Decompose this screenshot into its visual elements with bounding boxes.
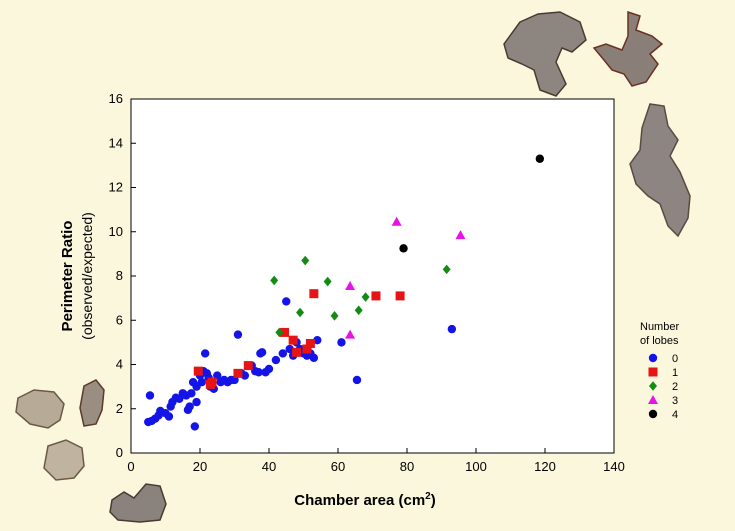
x-axis: 0 20 40 60 80 100 120 140 [127,448,625,474]
data-point-lobes-2 [301,255,310,266]
data-points [144,154,545,431]
data-point-lobes-0 [240,371,250,380]
data-point-lobes-3 [345,280,356,290]
x-tick-label: 80 [400,459,414,474]
y-tick-label: 2 [116,401,123,416]
data-point-lobes-0 [200,349,210,358]
data-point-lobes-0 [185,402,194,411]
y-tick-label: 16 [109,91,123,106]
data-point-lobes-2 [323,276,332,287]
data-point-lobes-0 [190,422,200,431]
y-tick-label: 6 [116,312,123,327]
x-axis-title: Chamber area (cm2) [294,491,435,509]
data-point-lobes-2 [275,327,284,338]
legend: Number of lobes 0 1 2 3 4 [640,321,679,421]
data-point-lobes-1 [305,338,315,348]
y-tick-label: 4 [116,357,123,372]
specimen-image-left-1 [15,389,65,429]
data-point-lobes-0 [257,348,267,357]
legend-label-0: 0 [672,353,678,365]
data-point-lobes-0 [337,338,346,347]
y-axis-subtitle: (observed/expected) [79,212,95,340]
data-point-lobes-2 [330,311,339,321]
x-tick-label: 40 [262,459,276,474]
data-point-lobes-0 [271,355,281,365]
data-point-lobes-4 [399,244,408,253]
data-point-lobes-1 [280,327,290,337]
y-tick-label: 0 [116,445,123,460]
data-point-lobes-0 [187,389,196,398]
data-point-lobes-1 [395,291,405,301]
data-point-lobes-0 [192,397,201,407]
x-tick-label: 120 [534,459,556,474]
data-point-lobes-2 [354,305,363,316]
legend-marker-3 [648,395,658,404]
data-point-lobes-3 [391,216,402,226]
legend-marker-4 [648,409,658,419]
data-point-lobes-3 [455,230,466,240]
data-point-lobes-0 [309,353,319,363]
data-point-lobes-3 [345,329,356,339]
data-point-lobes-1 [309,289,319,299]
data-point-lobes-0 [352,375,362,385]
specimen-image-top-2 [592,10,664,87]
data-point-lobes-0 [285,344,294,354]
data-point-lobes-1 [371,291,381,301]
legend-marker-1 [648,367,658,377]
x-tick-label: 0 [127,459,134,474]
y-tick-label: 8 [116,268,123,283]
data-point-lobes-1 [243,361,253,371]
data-point-lobes-0 [197,378,206,387]
legend-title-line2: of lobes [640,335,679,347]
data-point-lobes-2 [442,264,451,275]
specimen-image-left-3 [43,439,85,481]
x-tick-label: 140 [603,459,625,474]
data-point-lobes-1 [288,335,298,345]
data-point-lobes-0 [282,297,291,306]
data-point-lobes-0 [447,324,457,334]
y-tick-label: 12 [109,180,123,195]
data-point-lobes-0 [313,335,322,345]
data-point-lobes-0 [145,391,155,400]
x-tick-label: 20 [193,459,207,474]
legend-label-1: 1 [672,367,678,379]
legend-label-4: 4 [672,409,678,421]
y-axis: 0 2 4 6 8 10 12 14 16 [109,91,136,460]
data-point-lobes-2 [296,307,305,318]
data-point-lobes-1 [233,368,243,378]
legend-label-3: 3 [672,395,678,407]
data-point-lobes-1 [193,366,203,376]
data-point-lobes-4 [535,154,545,163]
data-point-lobes-2 [270,275,279,286]
legend-marker-2 [649,381,657,391]
x-tick-label: 60 [331,459,345,474]
y-tick-label: 10 [109,224,123,239]
y-axis-title: Perimeter Ratio [59,221,76,332]
data-point-lobes-1 [302,344,312,354]
specimen-image-left-2 [79,379,105,427]
data-point-lobes-0 [264,364,274,374]
legend-title-line1: Number [640,321,679,333]
legend-label-2: 2 [672,381,678,393]
specimen-image-top-1 [503,11,587,97]
legend-marker-0 [648,353,658,363]
data-point-lobes-0 [230,375,239,385]
data-point-lobes-0 [213,371,222,380]
y-tick-label: 14 [109,135,123,150]
data-point-lobes-0 [254,368,263,377]
data-point-lobes-2 [361,292,370,302]
data-point-lobes-0 [233,330,243,339]
plot-area [130,98,615,454]
data-point-lobes-1 [292,347,302,357]
data-point-lobes-1 [207,377,217,387]
specimen-image-bottom [109,483,167,523]
specimen-images [15,10,691,523]
x-tick-label: 100 [465,459,487,474]
specimen-image-right [629,103,691,238]
data-point-lobes-0 [164,412,174,421]
data-point-lobes-0 [278,349,287,358]
